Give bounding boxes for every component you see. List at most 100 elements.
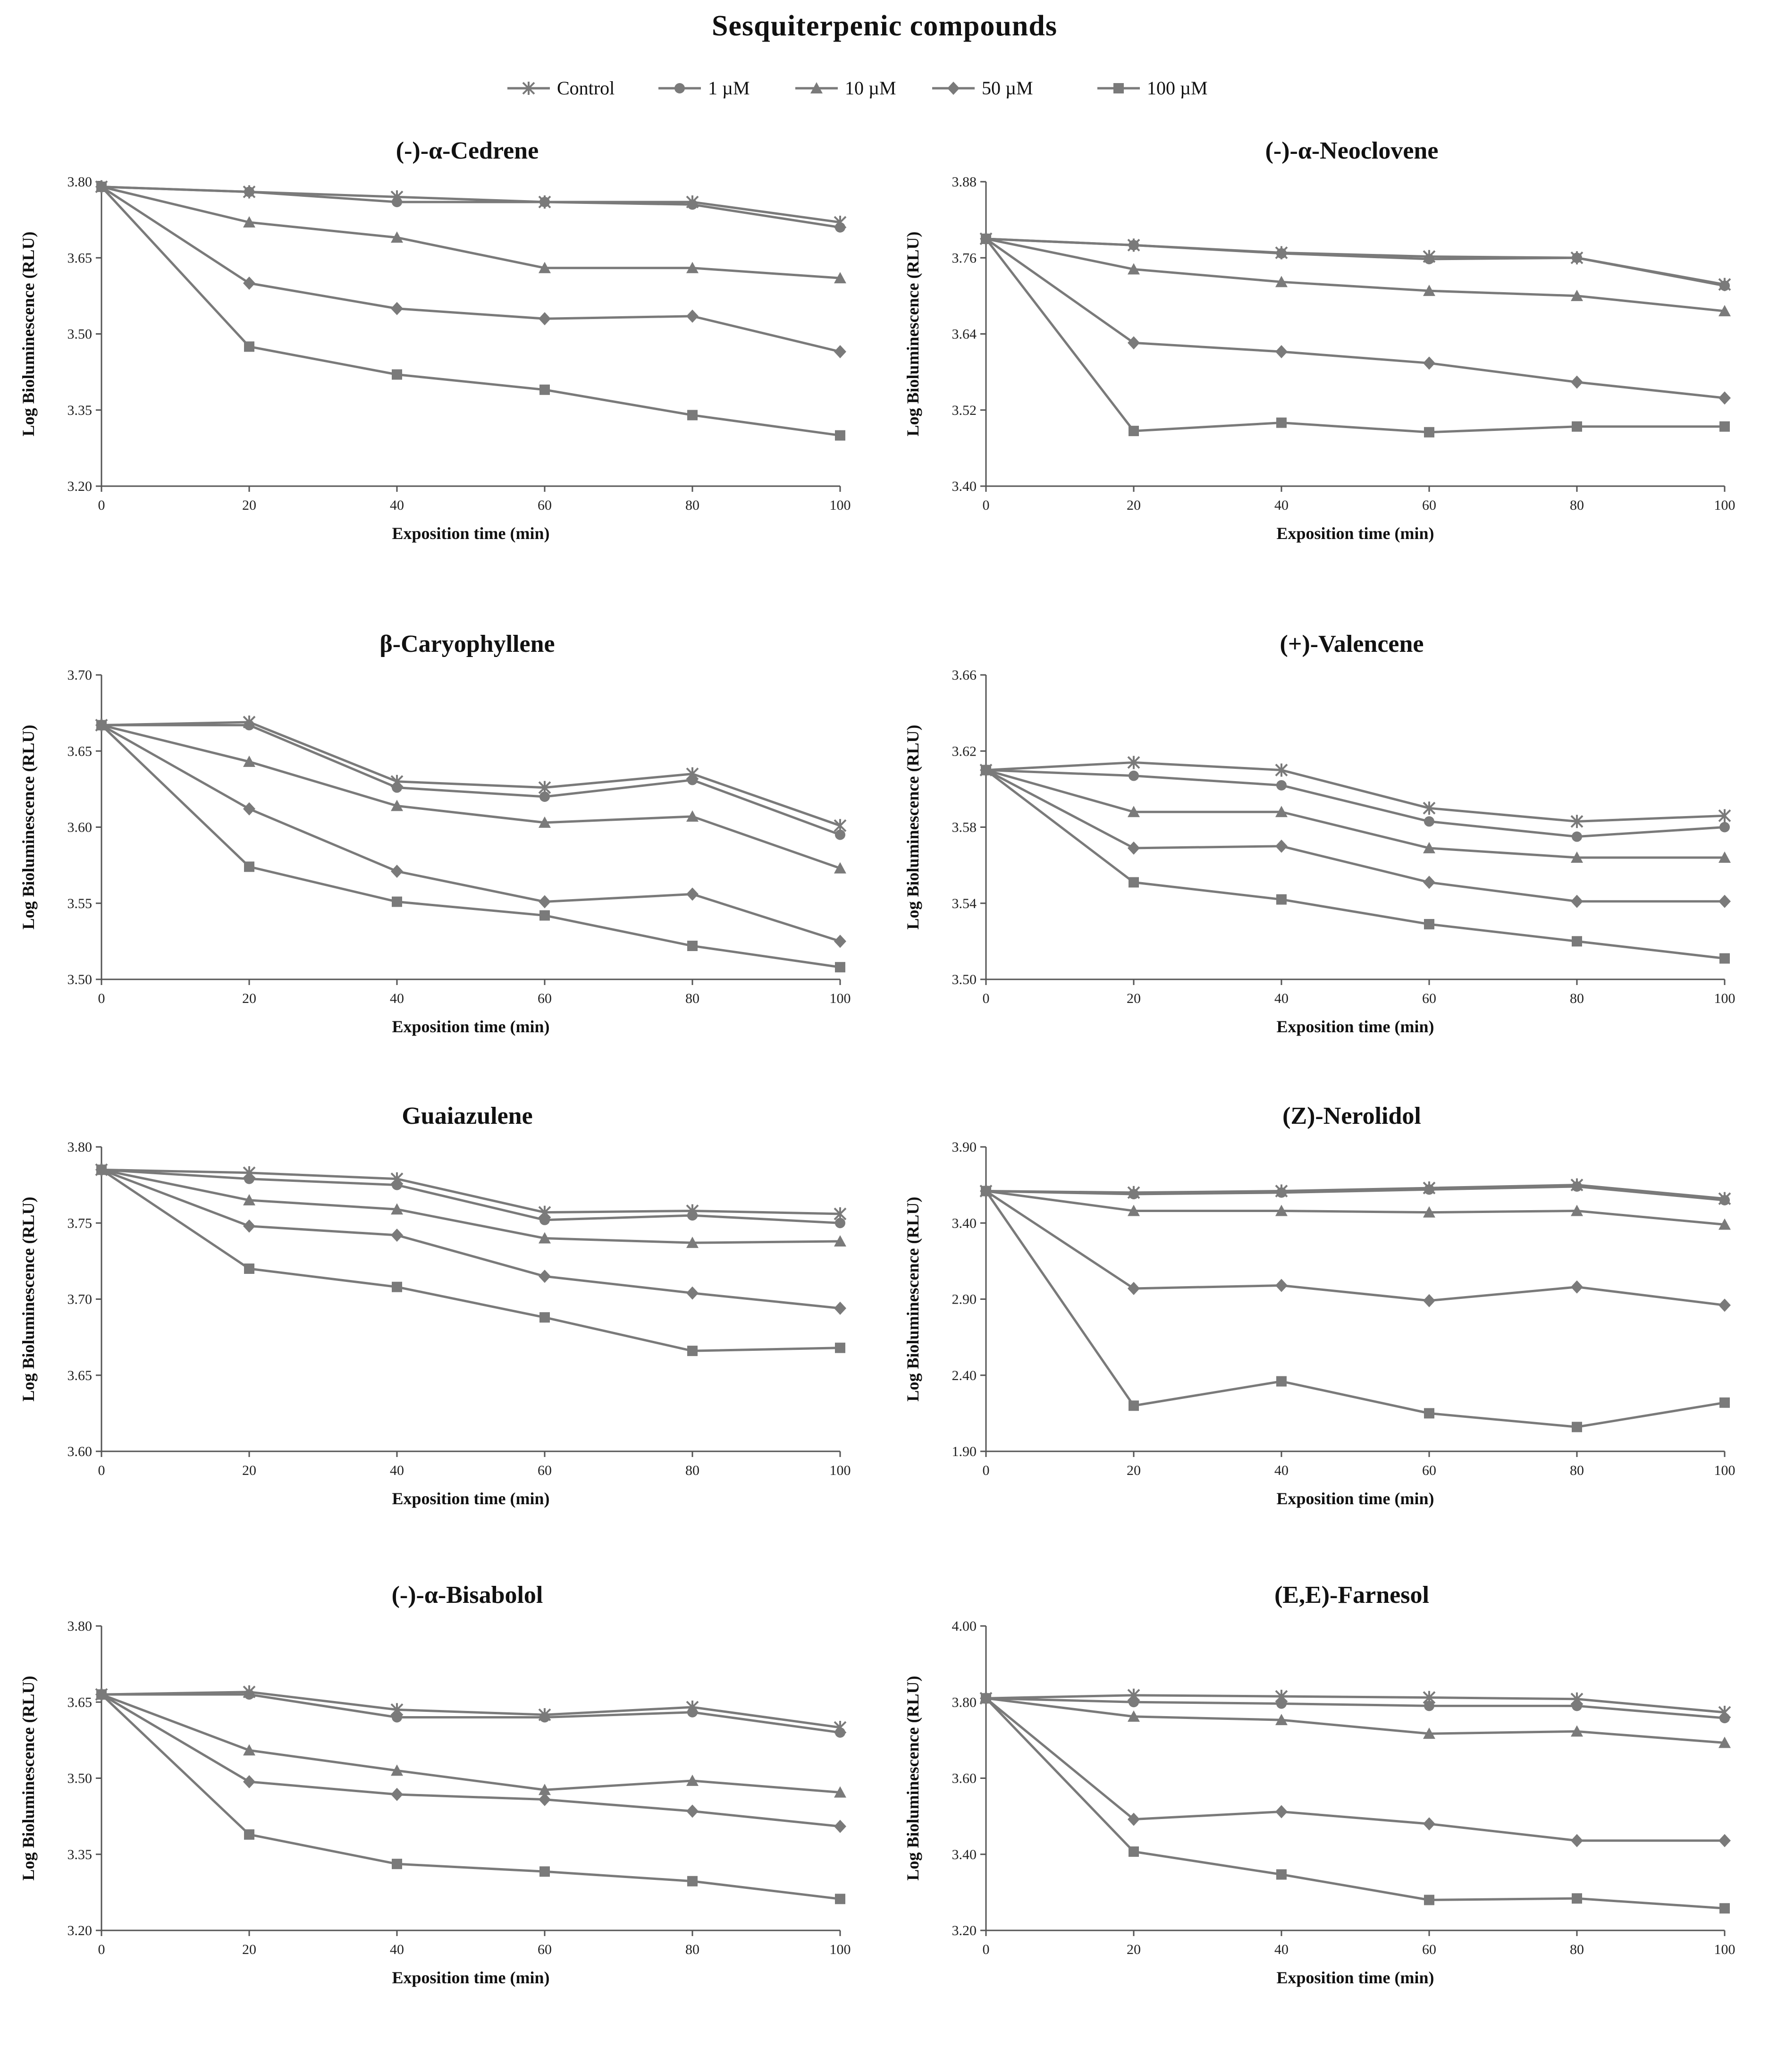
data-point-1-um [687, 1707, 698, 1718]
data-point-control [1423, 801, 1436, 815]
data-point-10-um [1423, 1206, 1435, 1218]
data-point-1-um [1572, 253, 1582, 263]
data-point-50-um [686, 309, 699, 323]
x-tick-label: 100 [1714, 497, 1735, 513]
data-point-100-um [1572, 936, 1582, 947]
data-point-100-um [981, 765, 991, 775]
data-point-100-um [1129, 877, 1139, 888]
data-point-10-um [1275, 276, 1288, 287]
x-tick-label: 20 [242, 1942, 256, 1957]
y-tick-label: 3.70 [67, 667, 93, 683]
series-control [95, 180, 847, 229]
y-tick-label: 3.50 [67, 972, 93, 987]
data-point-50-um [391, 1787, 403, 1801]
data-point-1-um [1572, 1181, 1582, 1192]
series-line-50-um [985, 1697, 1725, 1842]
data-point-100-um [1572, 1422, 1582, 1432]
x-axis-label: Exposition time (min) [392, 1017, 549, 1036]
chart-plot-area: 3.20 3.40 3.60 3.80 4.00 0 20 40 60 80 100 Expositi… [903, 1618, 1735, 1987]
data-point-50-um [1718, 1834, 1731, 1847]
series-line-10-um [986, 1190, 1725, 1226]
data-point-100-um [96, 720, 107, 731]
series-line-100-um [985, 769, 1725, 960]
circle-marker-icon [674, 83, 685, 93]
chart-title: (Z)-Nerolidol [1282, 1103, 1421, 1129]
data-point-50-um [1571, 1280, 1583, 1294]
y-tick-label: 3.60 [67, 1444, 93, 1459]
square-marker-icon [1113, 83, 1124, 93]
data-point-10-um [1128, 1204, 1140, 1216]
y-tick-label: 3.40 [952, 1215, 977, 1231]
data-point-100-um [392, 1859, 402, 1870]
data-point-100-um [96, 1164, 107, 1175]
data-point-1-um [1129, 240, 1139, 251]
y-tick-label: 2.90 [952, 1292, 977, 1307]
x-tick-label: 60 [1422, 497, 1436, 513]
data-point-100-um [1129, 1400, 1139, 1411]
data-point-50-um [1128, 1812, 1140, 1826]
x-tick-label: 100 [830, 991, 851, 1006]
data-point-50-um [1571, 375, 1583, 389]
data-point-1-um [1129, 1188, 1139, 1199]
data-point-100-um [1424, 919, 1434, 930]
data-point-1-um [1719, 280, 1730, 291]
legend-label: 100 µM [1147, 77, 1208, 99]
data-point-10-um [1718, 1736, 1731, 1748]
data-point-1-um [1572, 1701, 1582, 1711]
series-line-control [101, 1691, 841, 1729]
chart-plot-area: 3.50 3.54 3.58 3.62 3.66 0 20 40 60 80 100 Expositi… [903, 667, 1735, 1036]
data-point-50-um [1423, 356, 1435, 370]
x-tick-label: 80 [685, 497, 699, 513]
chart-title: β-Caryophyllene [379, 631, 555, 657]
data-point-control [1718, 809, 1731, 823]
data-point-1-um [835, 1218, 845, 1229]
series-line-100-um [101, 724, 841, 969]
y-tick-label: 3.54 [952, 896, 977, 911]
legend-swatch [658, 83, 701, 93]
data-point-10-um [1571, 851, 1583, 863]
data-point-1-um [1129, 1697, 1139, 1708]
chart-panel-z-nerolidol: 1.90 2.40 2.90 3.40 3.90 0 20 40 60 80 100 Expositi… [884, 1102, 1769, 1593]
x-tick-label: 80 [685, 991, 699, 1006]
data-point-50-um [834, 935, 846, 948]
data-point-10-um [539, 1232, 551, 1244]
data-point-control [1275, 763, 1288, 777]
chart-plot-area: 3.50 3.55 3.60 3.65 3.70 0 20 40 60 80 100 Expositi… [19, 667, 851, 1036]
series-line-control [986, 761, 1725, 823]
y-tick-label: 3.50 [67, 1771, 93, 1786]
series-line-50-um [101, 1693, 841, 1828]
data-point-100-um [1276, 417, 1287, 428]
data-point-50-um [391, 1229, 403, 1242]
data-point-100-um [687, 1876, 698, 1887]
data-point-100-um [1129, 1846, 1139, 1857]
data-point-10-um [1571, 1204, 1583, 1216]
data-point-100-um [835, 1894, 845, 1904]
data-point-100-um [1719, 421, 1730, 432]
data-point-1-um [539, 1214, 550, 1225]
data-point-100-um [981, 233, 991, 244]
series-line-1-um [101, 1693, 841, 1734]
y-tick-label: 3.60 [952, 1771, 977, 1786]
data-point-50-um [1275, 345, 1288, 359]
data-point-10-um [1275, 806, 1288, 817]
data-point-100-um [539, 384, 550, 395]
series-10-um [95, 180, 846, 284]
data-point-100-um [981, 1186, 991, 1196]
chart-panel-caryophyllene: 3.50 3.55 3.60 3.65 3.70 0 20 40 60 80 100 Expositi… [0, 630, 884, 1121]
x-axis-label: Exposition time (min) [1276, 1968, 1434, 1987]
data-point-50-um [1423, 1817, 1435, 1831]
series-line-50-um [985, 237, 1725, 399]
series-line-100-um [101, 1693, 841, 1900]
x-tick-label: 20 [1127, 1463, 1141, 1478]
y-tick-label: 3.76 [952, 250, 977, 266]
chart-panel-bisabolol: 3.20 3.35 3.50 3.65 3.80 0 20 40 60 80 100 Expositi… [0, 1581, 884, 2072]
y-axis-label: Log Bioluminescence (RLU) [903, 1197, 922, 1402]
series-50-um [95, 1163, 846, 1315]
y-tick-label: 3.88 [952, 174, 977, 190]
series-100-um [96, 1689, 845, 1904]
y-tick-label: 3.20 [952, 1923, 977, 1938]
data-point-1-um [687, 775, 698, 785]
x-axis-label: Exposition time (min) [1276, 1017, 1434, 1036]
series-10-um [980, 232, 1731, 317]
x-tick-label: 0 [983, 991, 990, 1006]
